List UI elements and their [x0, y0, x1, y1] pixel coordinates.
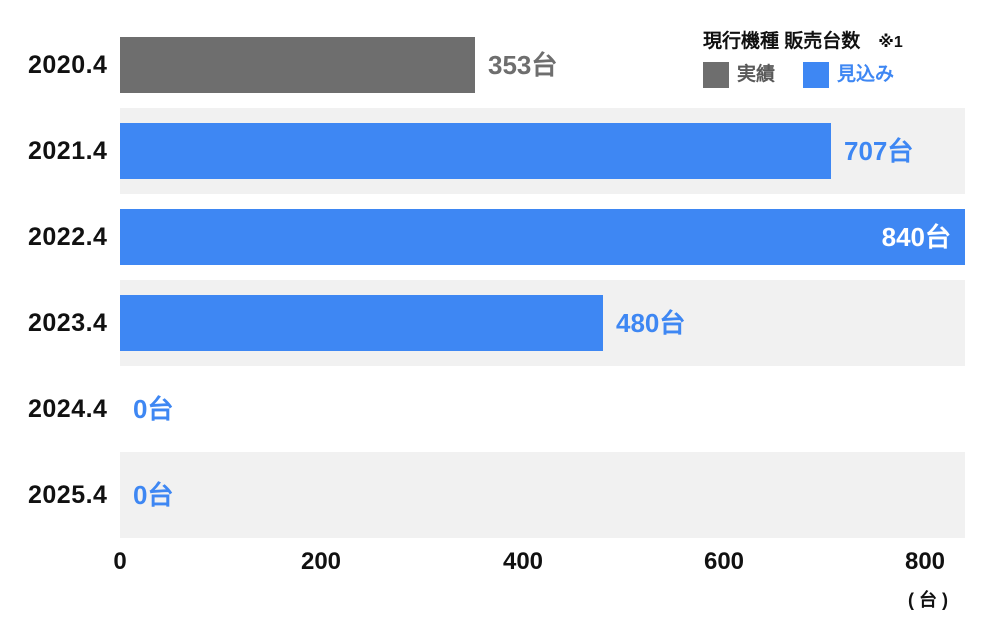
- category-label: 2025.4: [28, 481, 108, 509]
- x-tick-200: 200: [300, 548, 342, 575]
- category-label: 2022.4: [28, 223, 108, 251]
- value-label: 353台: [488, 50, 558, 80]
- category-label: 2023.4: [28, 309, 108, 337]
- category-label: 2024.4: [28, 395, 108, 423]
- value-label: 0台: [133, 480, 174, 510]
- x-tick-600: 600: [703, 548, 745, 575]
- x-axis: 0 200 400 600 800: [0, 548, 1000, 578]
- forecast-color-swatch: [803, 62, 830, 88]
- x-tick-400: 400: [502, 548, 544, 575]
- value-label: 707台: [844, 136, 914, 166]
- category-label: 2021.4: [28, 137, 108, 165]
- chart-row-2024.4: 2024.4 0台: [0, 366, 1000, 452]
- chart-row-2023.4: 2023.4 480台: [0, 280, 1000, 366]
- x-tick-800: 800: [904, 548, 946, 575]
- legend: 実績 見込み: [703, 62, 903, 88]
- bar-2023.4: [120, 295, 603, 351]
- chart-title: 現行機種 販売台数: [703, 31, 861, 52]
- legend-label-forecast: 見込み: [837, 64, 895, 85]
- bar-2022.4: [120, 209, 965, 265]
- chart-row-2020.4: 2020.4 353台: [0, 22, 1000, 108]
- bar-2021.4: [120, 123, 831, 179]
- chart-header: 現行機種 販売台数 ※1 実績 見込み: [703, 26, 903, 88]
- legend-label-actual: 実績: [737, 64, 776, 85]
- bar-2020.4: [120, 37, 475, 93]
- chart-note: ※1: [878, 34, 903, 51]
- x-tick-0: 0: [113, 548, 127, 575]
- category-label: 2020.4: [28, 51, 108, 79]
- row-stripe: [120, 452, 965, 538]
- legend-item-actual: 実績: [703, 62, 775, 88]
- value-label: 480台: [616, 308, 686, 338]
- chart-row-2022.4: 2022.4 840台: [0, 194, 1000, 280]
- legend-item-forecast: 見込み: [803, 62, 894, 88]
- axis-unit-label: ( 台 ): [908, 590, 948, 610]
- value-label: 840台: [881, 222, 951, 252]
- chart-row-2021.4: 2021.4 707台: [0, 108, 1000, 194]
- value-label: 0台: [133, 394, 174, 424]
- chart-title-row: 現行機種 販売台数 ※1: [703, 26, 903, 53]
- chart-row-2025.4: 2025.4 0台: [0, 452, 1000, 538]
- actual-color-swatch: [703, 62, 729, 88]
